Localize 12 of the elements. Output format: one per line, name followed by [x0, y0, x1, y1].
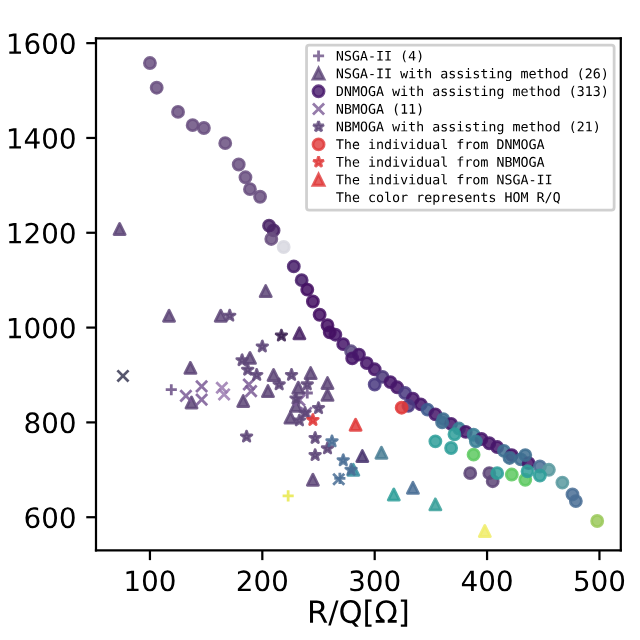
x-tick-label: 200 [237, 570, 287, 592]
x-tick-label: 400 [461, 570, 512, 592]
x-axis-title: R/Q[Ω] [310, 599, 408, 627]
x-tick-label: 100 [126, 570, 175, 592]
y-tick-label: 1200 [8, 222, 75, 244]
y-tick-label: 1000 [8, 317, 75, 339]
x-tick-label: 500 [575, 570, 625, 592]
y-tick-label: 800 [25, 412, 75, 434]
y-tick-label: 1400 [8, 127, 75, 149]
y-tick-label: 600 [25, 507, 75, 529]
x-tick-label: 300 [350, 570, 400, 592]
y-tick-label: 1600 [8, 33, 75, 55]
